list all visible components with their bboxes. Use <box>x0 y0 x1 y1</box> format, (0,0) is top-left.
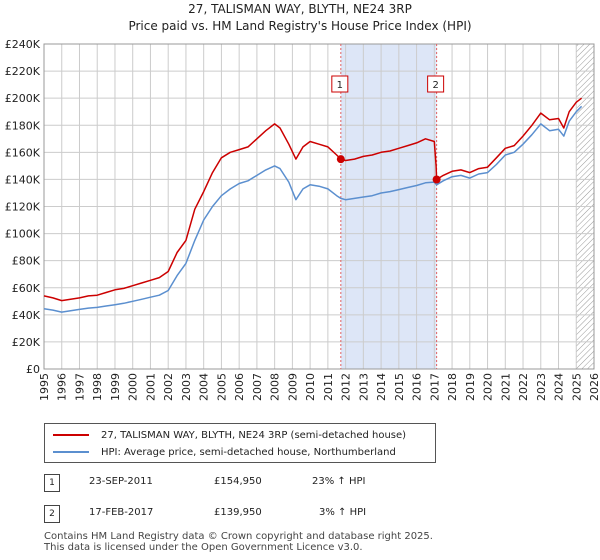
x-tick-label: 2014 <box>375 373 388 401</box>
hpi-line <box>43 105 583 313</box>
y-tick-label: £60K <box>12 282 41 295</box>
sale-marker-box <box>331 75 349 93</box>
y-tick-label: £120K <box>5 201 41 214</box>
transaction-price: £139,950 <box>214 507 262 518</box>
legend-label-property: 27, TALISMAN WAY, BLYTH, NE24 3RP (semi-… <box>101 429 407 441</box>
transaction-date: 17-FEB-2017 <box>89 507 154 518</box>
y-tick-label: £180K <box>5 119 41 132</box>
x-tick-label: 2008 <box>269 373 282 401</box>
x-tick-label: 1995 <box>38 373 51 401</box>
x-tick-label: 2007 <box>251 373 264 401</box>
sale-point <box>432 175 441 184</box>
x-tick-label: 2022 <box>517 373 530 401</box>
transaction-hpi: 3% ↑ HPI <box>319 507 367 518</box>
transaction-price: £154,950 <box>214 476 262 487</box>
transaction-hpi: 23% ↑ HPI <box>312 476 366 487</box>
x-tick-label: 2012 <box>340 373 353 401</box>
footer-licence: This data is licensed under the Open Gov… <box>44 542 363 553</box>
x-tick-label: 2016 <box>411 373 424 401</box>
x-tick-label: 1996 <box>56 373 69 401</box>
x-tick-label: 2006 <box>233 373 246 401</box>
x-tick-label: 2025 <box>570 373 583 401</box>
x-tick-label: 2017 <box>428 373 441 401</box>
x-tick-label: 2003 <box>180 373 193 401</box>
x-tick-label: 1999 <box>109 373 122 401</box>
x-tick-label: 1997 <box>73 373 86 401</box>
y-tick-label: £100K <box>5 228 41 241</box>
y-tick-label: £240K <box>5 38 41 51</box>
y-tick-label: £20K <box>12 336 41 349</box>
y-tick-label: £80K <box>12 255 41 268</box>
x-tick-label: 2001 <box>144 373 157 401</box>
y-tick-label: £140K <box>5 173 41 186</box>
chart-subtitle: Price paid vs. HM Land Registry's House … <box>128 19 472 33</box>
transaction-date: 23-SEP-2011 <box>89 476 153 487</box>
plot-frame <box>43 43 595 370</box>
x-tick-label: 2019 <box>464 373 477 401</box>
legend-swatch-hpi <box>53 451 89 453</box>
x-tick-label: 2013 <box>357 373 370 401</box>
x-tick-label: 2023 <box>535 373 548 401</box>
x-tick-label: 1998 <box>91 373 104 401</box>
legend-label-hpi: HPI: Average price, semi-detached house,… <box>101 446 396 458</box>
x-tick-label: 2020 <box>482 373 495 401</box>
y-tick-label: £40K <box>12 309 41 322</box>
sale-marker-label: 1 <box>337 80 343 91</box>
property-price-line <box>43 97 583 302</box>
sale-marker-box <box>427 75 445 93</box>
y-tick-label: £200K <box>5 92 41 105</box>
footer-copyright: Contains HM Land Registry data © Crown c… <box>44 531 433 542</box>
x-tick-label: 2002 <box>162 373 175 401</box>
y-tick-label: £220K <box>5 65 41 78</box>
y-tick-label: £160K <box>5 146 41 159</box>
transaction-number: 2 <box>44 505 60 523</box>
x-tick-label: 2005 <box>215 373 228 401</box>
x-tick-label: 2009 <box>286 373 299 401</box>
x-tick-label: 2024 <box>553 373 566 401</box>
x-tick-label: 2015 <box>393 373 406 401</box>
x-tick-label: 2026 <box>588 373 600 401</box>
x-tick-label: 2021 <box>499 373 512 401</box>
sale-point <box>336 155 345 164</box>
legend-swatch-property <box>53 434 89 436</box>
x-tick-label: 2004 <box>198 373 211 401</box>
chart-legend: 27, TALISMAN WAY, BLYTH, NE24 3RP (semi-… <box>44 423 436 463</box>
y-tick-label: £0 <box>26 363 40 376</box>
price-chart: £0 £20K £40K £60K £80K £100K £120K £140K £160K £1… <box>5 38 600 401</box>
legend-item-property: 27, TALISMAN WAY, BLYTH, NE24 3RP (semi-… <box>53 427 406 443</box>
x-tick-label: 2011 <box>322 373 335 401</box>
x-tick-label: 2000 <box>127 373 140 401</box>
transaction-number: 1 <box>44 474 60 492</box>
x-tick-label: 2010 <box>304 373 317 401</box>
sale-marker-label: 2 <box>432 80 438 91</box>
x-tick-label: 2018 <box>446 373 459 401</box>
legend-item-hpi: HPI: Average price, semi-detached house,… <box>53 444 396 460</box>
chart-title: 27, TALISMAN WAY, BLYTH, NE24 3RP <box>188 2 412 16</box>
